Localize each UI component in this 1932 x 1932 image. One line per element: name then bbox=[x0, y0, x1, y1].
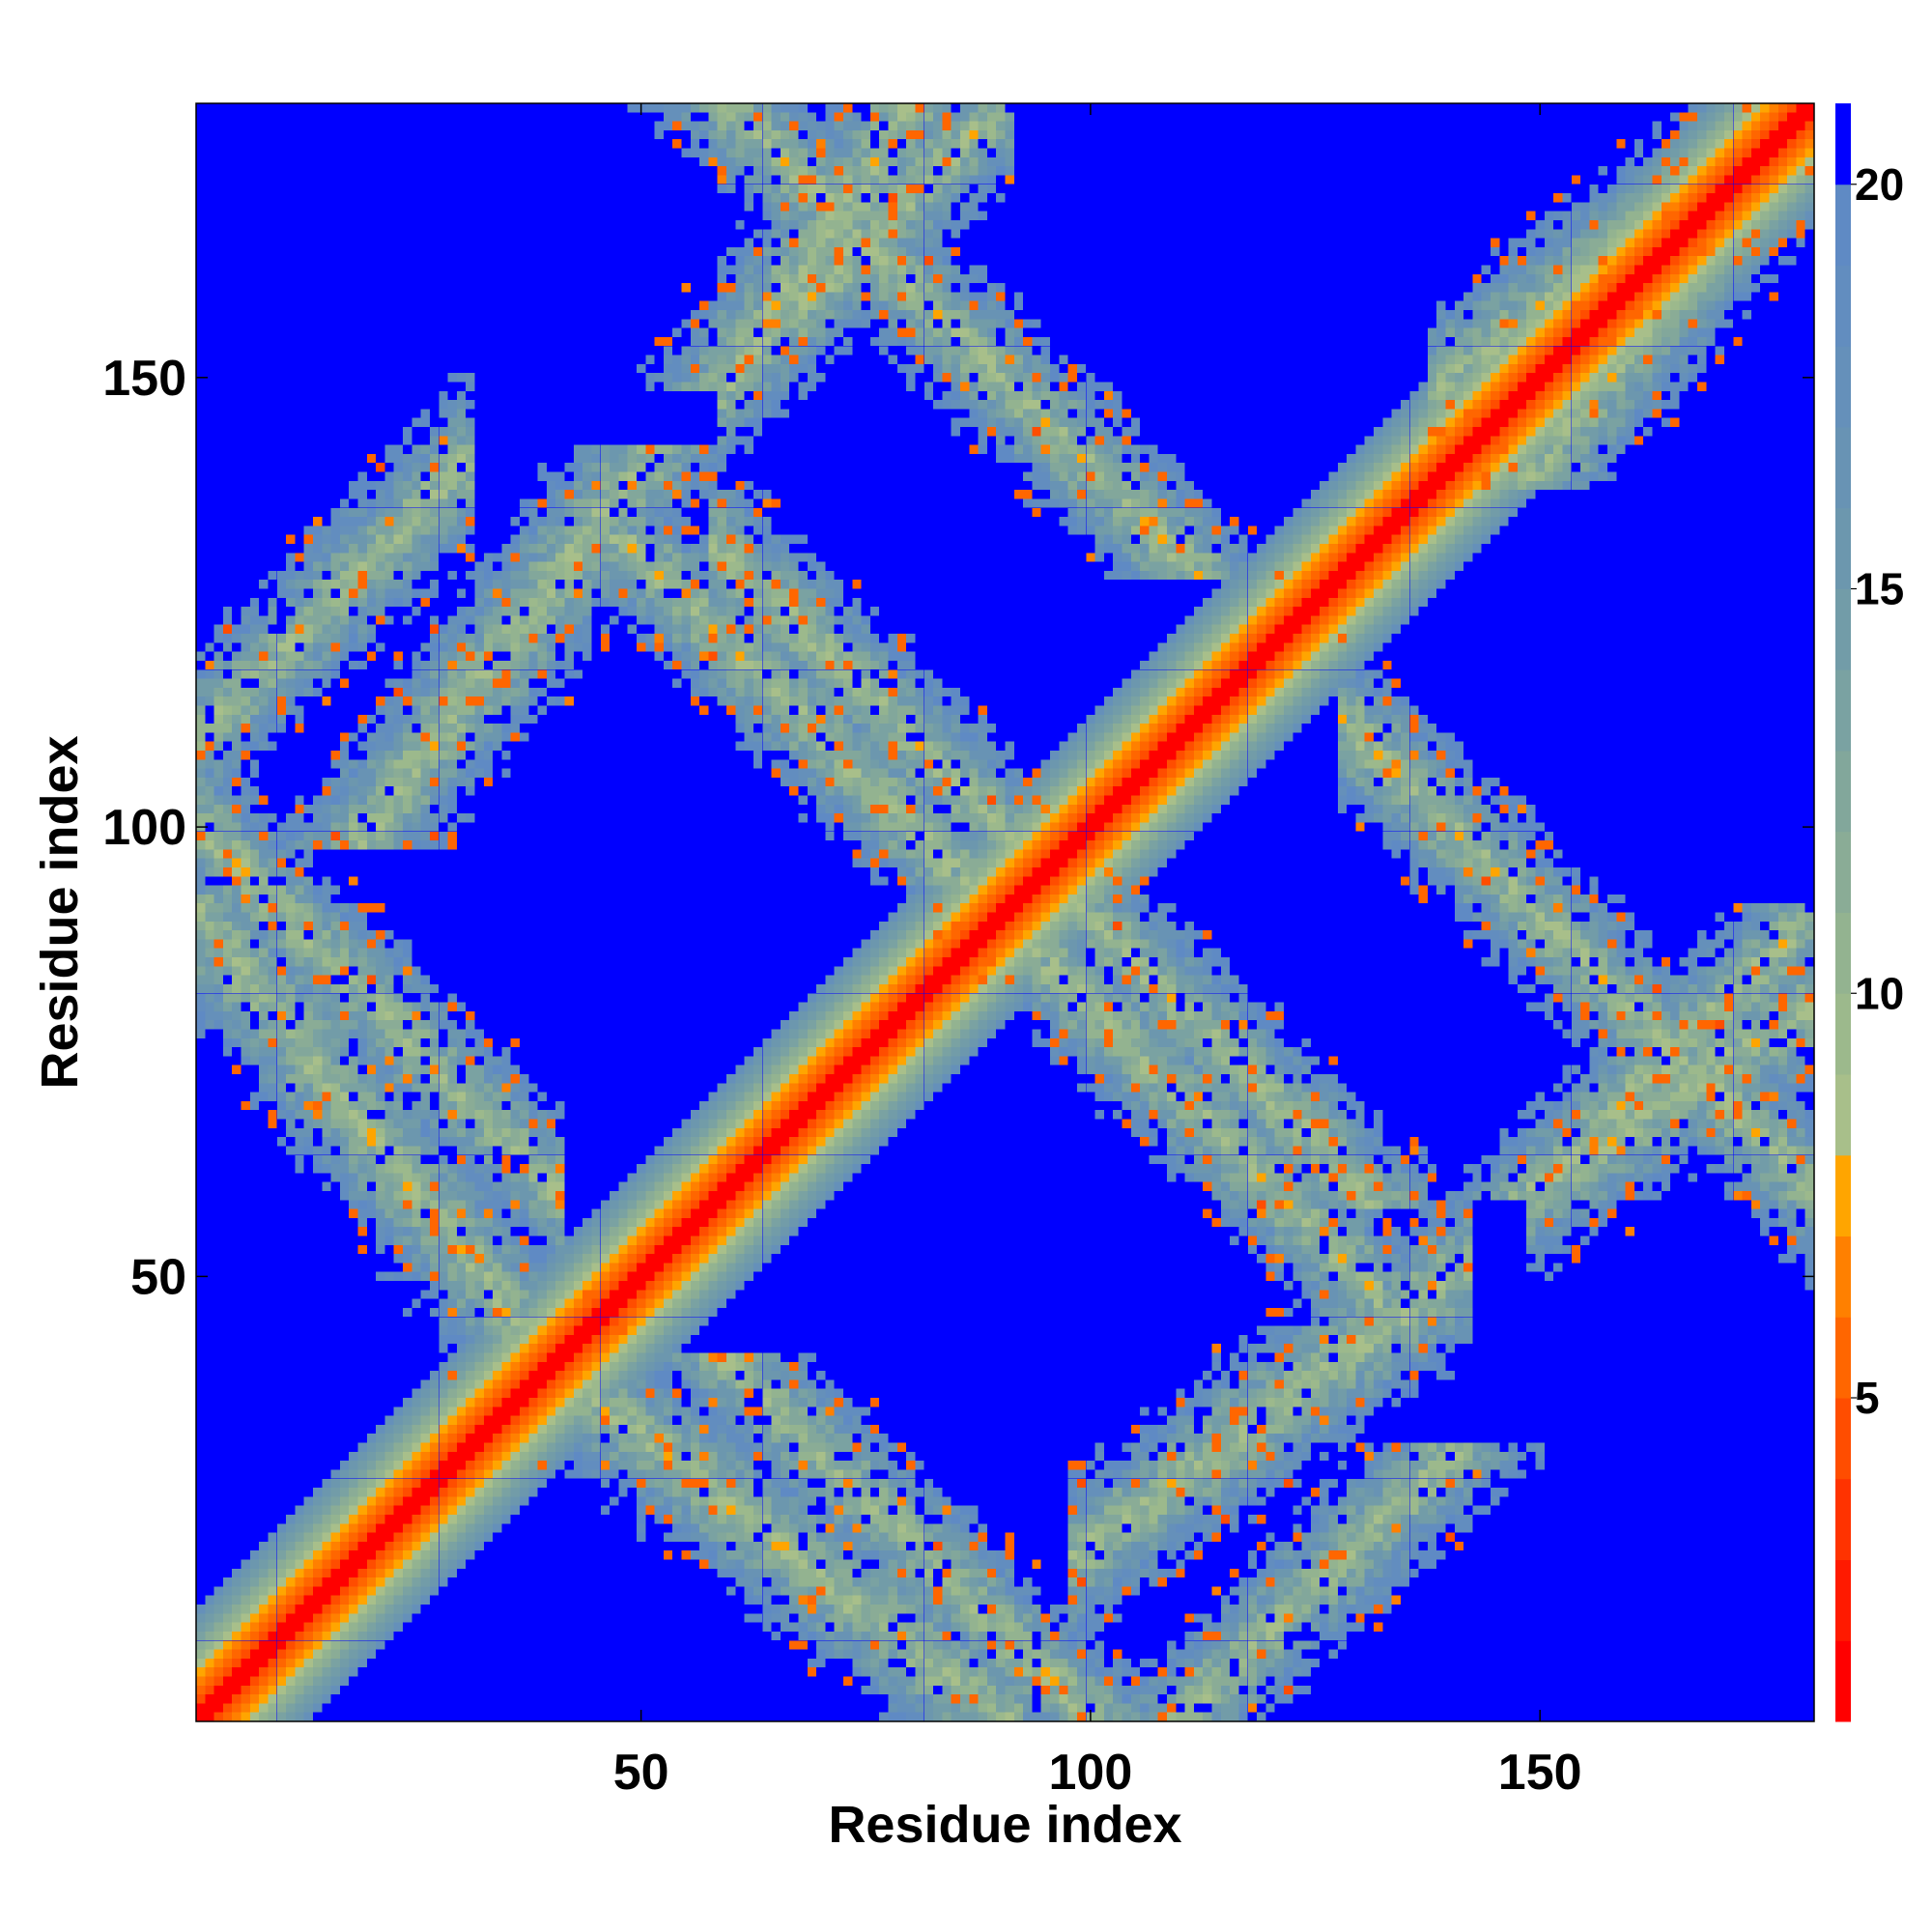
colorbar-segment bbox=[1835, 669, 1851, 752]
colorbar-segment bbox=[1835, 103, 1851, 185]
colorbar-ticks: 5 10 15 20 bbox=[1851, 159, 1904, 1423]
y-axis-title: Residue index bbox=[31, 735, 89, 1089]
y-tick-label: 50 bbox=[130, 1249, 186, 1305]
y-tick-label: 100 bbox=[102, 800, 186, 856]
colorbar-tick-label: 10 bbox=[1855, 968, 1904, 1018]
y-tick-label: 150 bbox=[102, 351, 186, 407]
colorbar-segment bbox=[1835, 993, 1851, 1075]
colorbar-segment bbox=[1835, 1559, 1851, 1641]
x-axis-ticks: 50 100 150 bbox=[613, 103, 1582, 1801]
colorbar-segment bbox=[1835, 427, 1851, 509]
colorbar-segment bbox=[1835, 1317, 1851, 1399]
colorbar bbox=[1835, 103, 1851, 1722]
heatmap-cells bbox=[196, 103, 1814, 1721]
colorbar-segment bbox=[1835, 184, 1851, 266]
colorbar-segment bbox=[1835, 1398, 1851, 1480]
colorbar-segment bbox=[1835, 751, 1851, 833]
plot-frame bbox=[195, 102, 1815, 1722]
colorbar-segment bbox=[1835, 588, 1851, 670]
x-tick-label: 50 bbox=[613, 1745, 669, 1801]
colorbar-segment bbox=[1835, 265, 1851, 347]
colorbar-segment bbox=[1835, 1478, 1851, 1560]
colorbar-segment bbox=[1835, 346, 1851, 428]
x-tick-label: 150 bbox=[1498, 1745, 1582, 1801]
colorbar-tick-label: 20 bbox=[1855, 159, 1904, 210]
x-tick-label: 100 bbox=[1049, 1745, 1133, 1801]
colorbar-segment bbox=[1835, 1154, 1851, 1236]
y-axis-ticks: 50 100 150 bbox=[102, 351, 1814, 1305]
colorbar-segment bbox=[1835, 1640, 1851, 1722]
colorbar-tick-label: 15 bbox=[1855, 564, 1904, 614]
colorbar-tick-label: 5 bbox=[1855, 1373, 1880, 1423]
colorbar-segment bbox=[1835, 831, 1851, 913]
colorbar-segment bbox=[1835, 1236, 1851, 1318]
colorbar-segment bbox=[1835, 912, 1851, 994]
colorbar-segment bbox=[1835, 507, 1851, 589]
x-axis-title: Residue index bbox=[828, 1796, 1181, 1854]
colorbar-segment bbox=[1835, 1074, 1851, 1156]
